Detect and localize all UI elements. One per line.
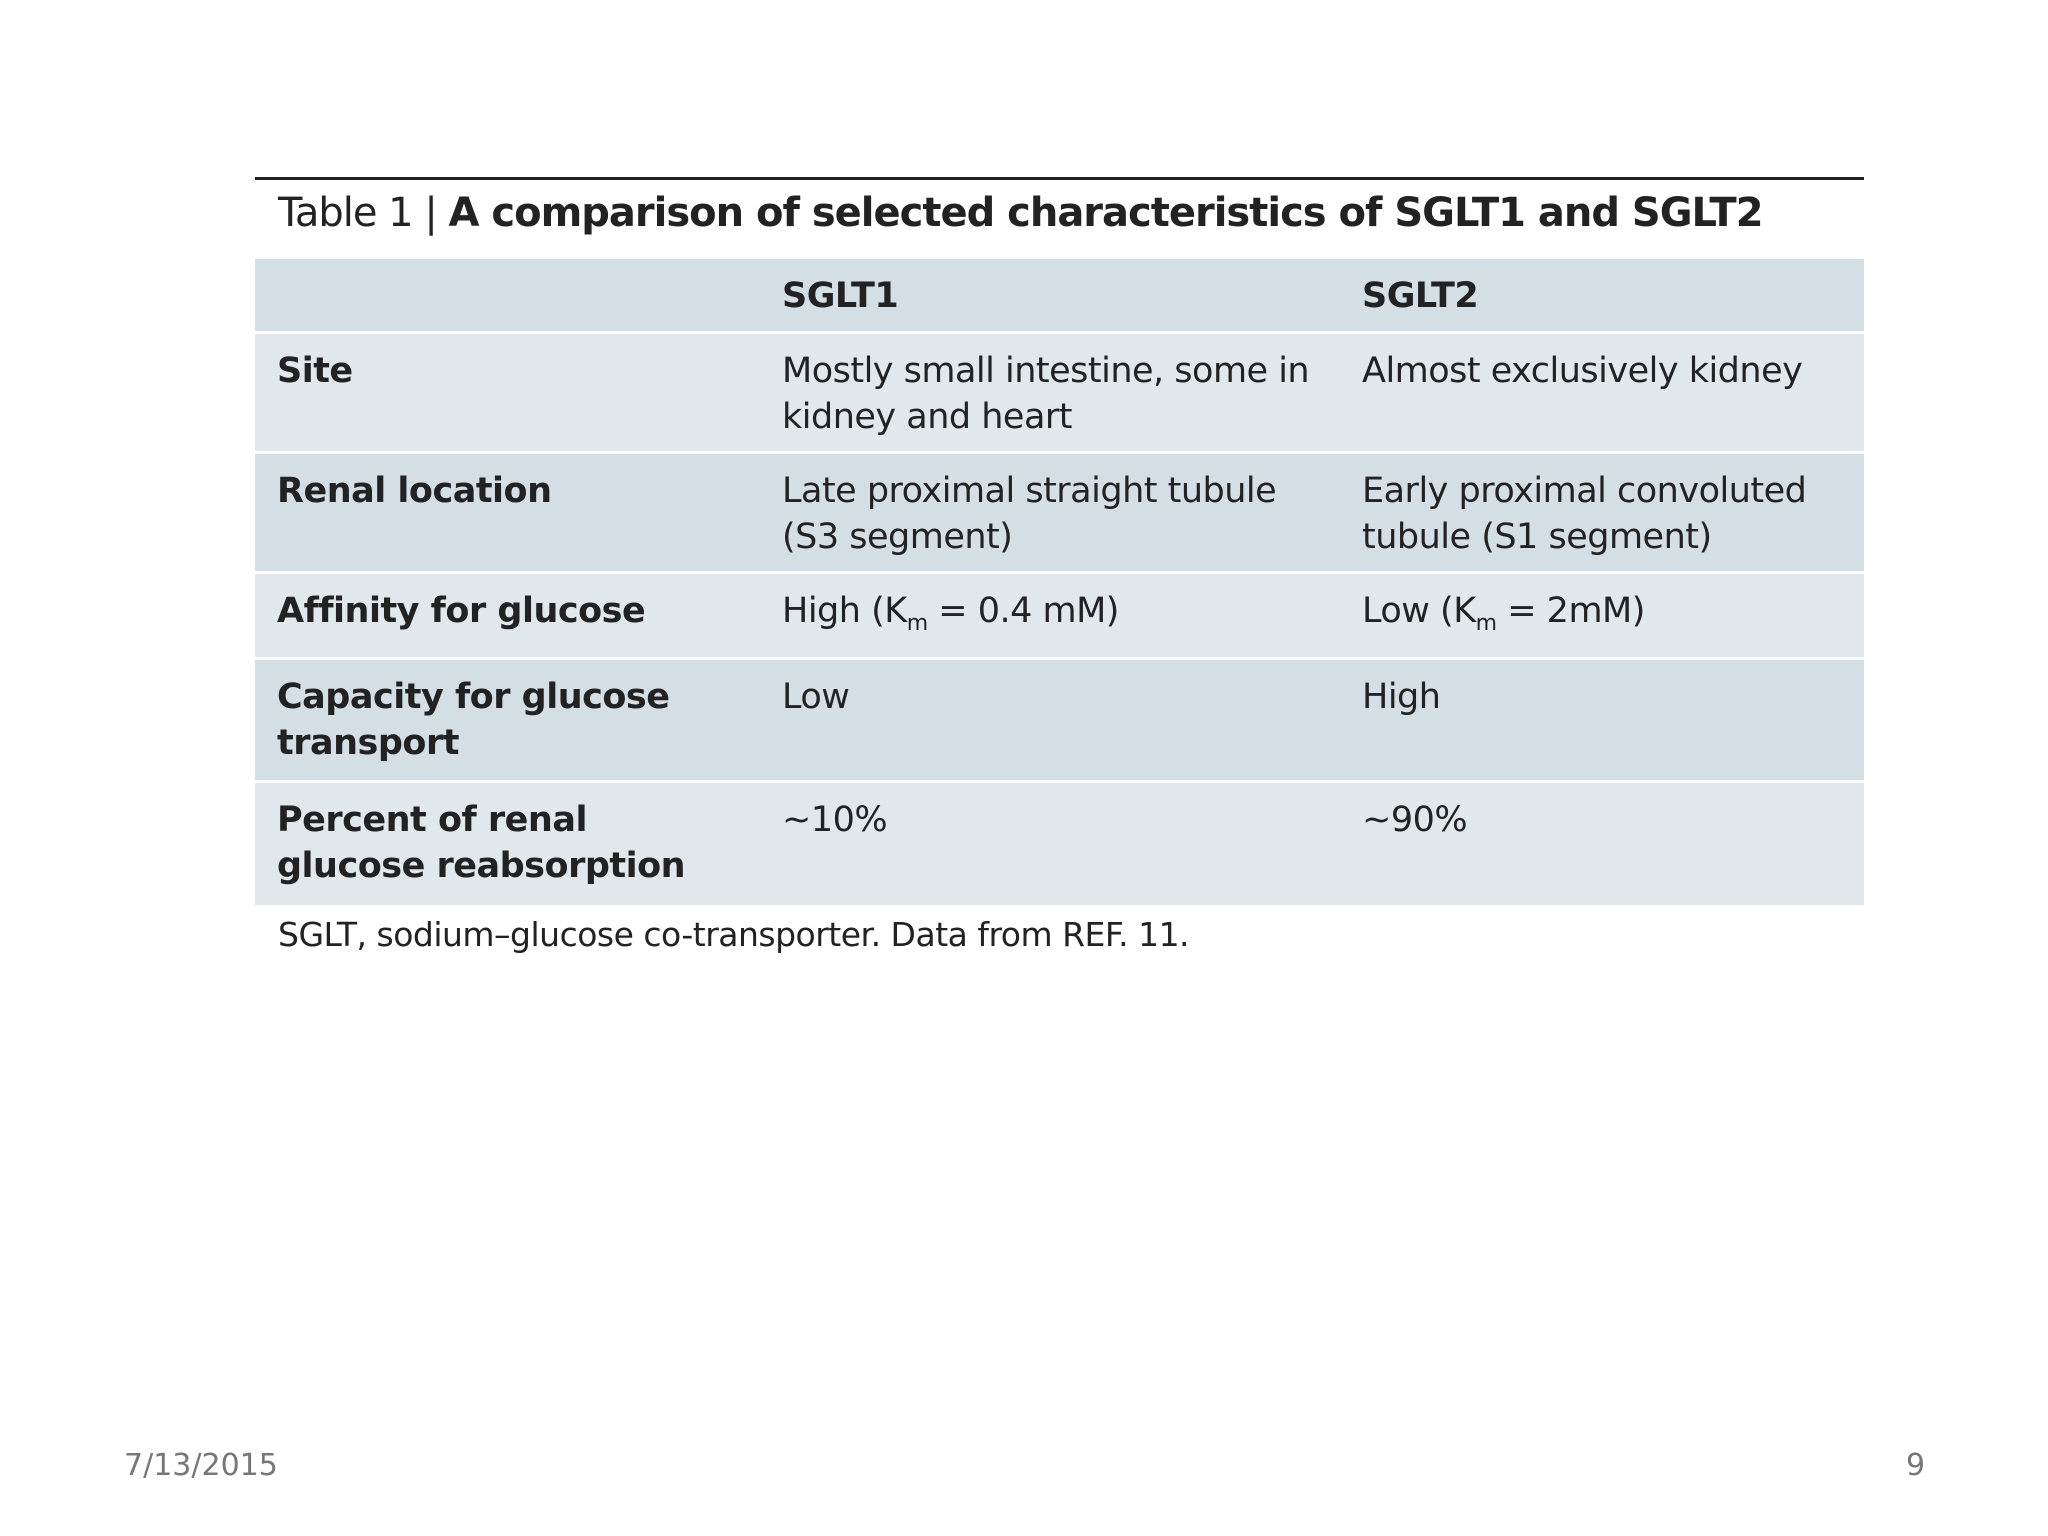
slide-number: 9 <box>1906 1448 1926 1483</box>
header-row: SGLT1 SGLT2 <box>255 256 1864 333</box>
table-footnote: SGLT, sodium–glucose co-transporter. Dat… <box>278 915 1190 954</box>
cell-text: Low (K <box>1362 591 1476 631</box>
cell: Low <box>760 657 1340 782</box>
subscript: m <box>1475 611 1497 636</box>
cell: Low (Km = 2mM) <box>1340 571 1864 659</box>
caption-title: A comparison of selected characteristics… <box>448 190 1764 236</box>
cell: Mostly small intestine, some in kidney a… <box>760 331 1340 453</box>
cell: Almost exclusively kidney <box>1340 331 1864 453</box>
slide-date: 7/13/2015 <box>124 1448 278 1483</box>
row-label: Affinity for glucose <box>255 571 760 659</box>
cell: ~10% <box>760 780 1340 905</box>
caption-label: Table 1 | <box>278 190 438 236</box>
table-row: Renal location Late proximal straight tub… <box>255 451 1864 573</box>
top-rule <box>255 177 1864 180</box>
cell-text: = 2mM) <box>1496 591 1645 631</box>
table-row: Affinity for glucose High (Km = 0.4 mM) Lo… <box>255 571 1864 659</box>
cell-text: = 0.4 mM) <box>927 591 1119 631</box>
header-cell: SGLT1 <box>760 256 1340 333</box>
cell: High <box>1340 657 1864 782</box>
comparison-table: SGLT1 SGLT2 Site Mostly small intestine, so… <box>255 256 1864 905</box>
row-label: Percent of renal glucose reabsorption <box>255 780 760 905</box>
table-row: Capacity for glucose transport Low High <box>255 657 1864 782</box>
table-row: Percent of renal glucose reabsorption ~10… <box>255 780 1864 905</box>
cell: Early proximal convoluted tubule (S1 seg… <box>1340 451 1864 573</box>
row-label: Capacity for glucose transport <box>255 657 760 782</box>
row-label: Renal location <box>255 451 760 573</box>
header-cell: SGLT2 <box>1340 256 1864 333</box>
table-row: Site Mostly small intestine, some in kidn… <box>255 331 1864 453</box>
cell: High (Km = 0.4 mM) <box>760 571 1340 659</box>
row-label: Site <box>255 331 760 453</box>
cell: ~90% <box>1340 780 1864 905</box>
cell-text: High (K <box>782 591 907 631</box>
header-cell <box>255 256 760 333</box>
cell: Late proximal straight tubule (S3 segmen… <box>760 451 1340 573</box>
subscript: m <box>906 611 928 636</box>
table-caption: Table 1 | A comparison of selected chara… <box>278 190 1764 236</box>
